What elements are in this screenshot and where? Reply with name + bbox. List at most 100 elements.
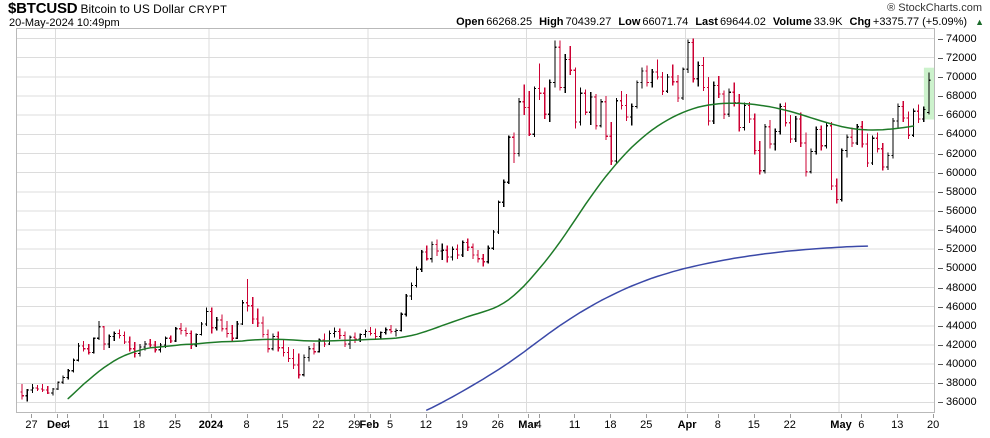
y-axis-label: 68000 xyxy=(946,90,977,102)
stat-value-last: 69644.02 xyxy=(719,16,766,28)
x-axis-tick xyxy=(933,414,934,418)
y-axis-label: 46000 xyxy=(946,300,977,313)
x-axis-label: 26 xyxy=(491,419,504,431)
x-axis-tick xyxy=(717,414,719,418)
x-axis-tick xyxy=(174,414,176,418)
x-axis-tick xyxy=(282,414,284,418)
x-axis-tick xyxy=(246,414,248,418)
y-axis-label: 44000 xyxy=(946,319,977,332)
x-axis-tick xyxy=(369,414,371,418)
y-axis-tick xyxy=(938,172,943,174)
grid-lines xyxy=(17,29,934,412)
y-axis-tick xyxy=(938,345,943,346)
x-axis-tick xyxy=(67,414,69,418)
y-axis-label: 70000 xyxy=(946,70,977,83)
y-axis-label: 58000 xyxy=(946,185,977,198)
x-axis-label: 15 xyxy=(747,419,760,431)
ticker-name: Bitcoin to US Dollar xyxy=(80,2,185,16)
y-axis-tick xyxy=(938,115,943,117)
x-axis-label: 18 xyxy=(604,419,617,431)
x-axis-label: Dec xyxy=(47,419,68,431)
y-axis-tick xyxy=(938,230,943,232)
x-axis-tick xyxy=(210,414,212,418)
x-axis-label: 6 xyxy=(858,419,865,431)
y-axis-label: 56000 xyxy=(946,204,977,217)
x-axis-tick xyxy=(687,414,689,418)
quote-stats-row: Open 66268.25 High 70439.27 Low 66071.74 Last 6… xyxy=(456,16,984,28)
x-axis-label: 18 xyxy=(132,419,146,431)
stat-label-volume: Volume xyxy=(772,16,812,28)
y-axis-label: 66000 xyxy=(946,109,977,122)
stat-label-open: Open xyxy=(456,16,485,28)
y-axis-tick xyxy=(938,38,943,40)
stat-value-volume: 33.9K xyxy=(813,16,843,28)
y-axis-label: 48000 xyxy=(946,281,977,294)
y-axis: 36000 38000 40000 42000 44000 46000 48000 50000… xyxy=(938,28,990,414)
x-axis-tick xyxy=(574,414,576,418)
x-axis-tick xyxy=(138,414,140,418)
x-axis-tick xyxy=(318,414,320,418)
x-axis-label: 29 xyxy=(348,419,361,431)
x-axis-label: 2024 xyxy=(198,419,224,431)
y-axis-tick xyxy=(938,191,943,193)
stat-value-open: 66268.25 xyxy=(486,16,533,28)
x-axis-tick xyxy=(57,414,58,418)
y-axis-tick xyxy=(938,210,943,212)
price-series xyxy=(20,38,931,411)
x-axis-tick xyxy=(840,414,842,418)
x-axis-label: 8 xyxy=(243,419,250,431)
x-axis-label: 19 xyxy=(455,419,468,431)
stat-label-last: Last xyxy=(695,16,718,28)
x-axis-tick xyxy=(390,414,391,418)
x-axis-label: Feb xyxy=(359,419,380,431)
x-axis-label: 12 xyxy=(419,419,433,431)
x-axis-label: 11 xyxy=(97,419,110,431)
y-axis-label: 40000 xyxy=(946,358,977,371)
y-axis-tick xyxy=(938,268,943,270)
plot-area xyxy=(16,28,935,413)
x-axis-tick xyxy=(354,414,356,418)
y-axis-label: 50000 xyxy=(946,262,977,275)
y-axis-label: 52000 xyxy=(946,243,977,256)
x-axis-tick xyxy=(538,414,540,418)
y-axis-tick xyxy=(938,249,943,251)
y-axis-tick xyxy=(938,287,943,289)
y-axis-label: 36000 xyxy=(946,396,977,409)
chart-title: $BTCUSD Bitcoin to US Dollar CRYPT xyxy=(8,1,227,18)
x-axis-tick xyxy=(646,414,648,418)
x-axis-label: 22 xyxy=(312,419,325,431)
x-axis-label: 25 xyxy=(640,419,653,431)
y-axis-tick xyxy=(938,364,943,366)
exchange-label: CRYPT xyxy=(188,4,228,16)
x-axis-tick xyxy=(425,414,427,418)
y-axis-label: 62000 xyxy=(946,147,977,160)
quote-timestamp: 20-May-2024 10:49pm xyxy=(9,17,120,29)
x-axis-label: 8 xyxy=(714,419,721,431)
x-axis-label: 22 xyxy=(783,419,796,431)
x-axis-tick xyxy=(861,414,863,418)
x-axis-tick xyxy=(789,414,791,418)
x-axis-label: 27 xyxy=(25,419,38,431)
y-axis-label: 38000 xyxy=(946,377,977,390)
x-axis-label: 15 xyxy=(276,419,289,431)
y-axis-tick xyxy=(938,383,943,385)
x-axis-label: 25 xyxy=(168,419,182,431)
x-axis: 27 Dec 4 11 18 25 2024 8 15 22 29 Feb 5 12 19 26 Mar 4 11 1… xyxy=(0,414,990,438)
y-axis-tick xyxy=(938,402,943,404)
x-axis-label: 5 xyxy=(387,419,394,431)
x-axis-tick xyxy=(103,414,105,418)
x-axis-tick xyxy=(753,414,755,418)
x-axis-tick xyxy=(610,414,612,418)
y-axis-label: 64000 xyxy=(946,128,977,141)
stat-value-low: 66071.74 xyxy=(642,16,689,28)
y-axis-label: 74000 xyxy=(946,32,977,45)
x-axis-tick xyxy=(497,414,499,418)
x-axis-tick xyxy=(528,414,530,418)
stat-value-high: 70439.27 xyxy=(565,16,612,28)
y-axis-tick xyxy=(938,153,943,155)
y-axis-label: 72000 xyxy=(946,51,977,64)
x-axis-label: Apr xyxy=(677,419,697,431)
y-axis-tick xyxy=(938,134,943,136)
stockcharts-credit: ® StockCharts.com xyxy=(887,2,982,14)
y-axis-tick xyxy=(938,57,943,59)
